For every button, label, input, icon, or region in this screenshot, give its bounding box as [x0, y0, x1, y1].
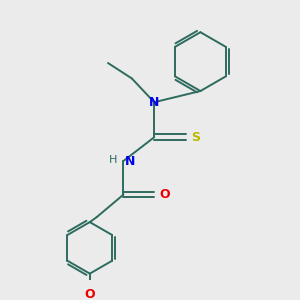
Text: O: O	[159, 188, 170, 201]
Text: S: S	[191, 131, 200, 144]
Text: N: N	[125, 154, 135, 167]
Text: O: O	[85, 289, 95, 300]
Text: H: H	[109, 154, 117, 165]
Text: N: N	[149, 96, 159, 109]
